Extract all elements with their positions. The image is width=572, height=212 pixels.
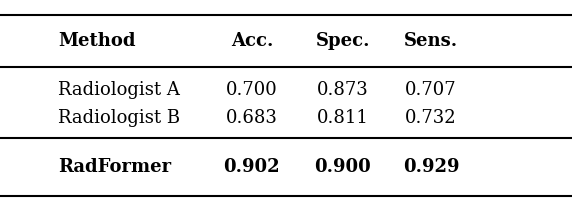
Text: Radiologist A: Radiologist A [58,81,180,99]
Text: 0.902: 0.902 [224,158,280,176]
Text: Spec.: Spec. [316,32,370,50]
Text: 0.707: 0.707 [406,81,457,99]
Text: 0.811: 0.811 [317,109,369,127]
Text: Radiologist B: Radiologist B [58,109,180,127]
Text: Acc.: Acc. [231,32,273,50]
Text: 0.683: 0.683 [226,109,278,127]
Text: Sens.: Sens. [404,32,458,50]
Text: 0.732: 0.732 [406,109,457,127]
Text: 0.873: 0.873 [317,81,369,99]
Text: 0.900: 0.900 [315,158,371,176]
Text: 0.700: 0.700 [226,81,278,99]
Text: Method: Method [58,32,136,50]
Text: RadFormer: RadFormer [58,158,172,176]
Text: 0.929: 0.929 [403,158,459,176]
